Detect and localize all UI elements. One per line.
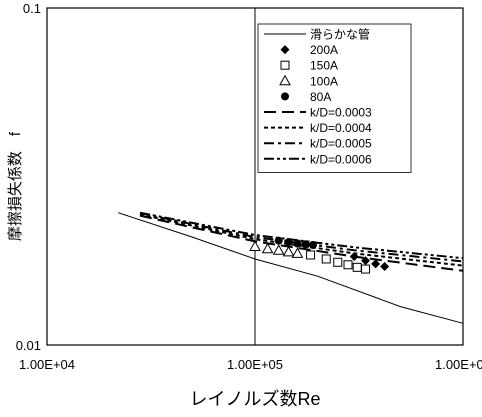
legend-item: k/D=0.0003	[264, 106, 372, 120]
series-滑らかな管	[118, 212, 464, 324]
series-line	[139, 211, 464, 260]
series-k/D=0.0006	[139, 211, 464, 260]
legend-item: k/D=0.0005	[264, 137, 372, 151]
legend-item: 100A	[279, 74, 338, 88]
series-layer	[118, 211, 464, 324]
tick-labels: 1.00E+04 1.00E+05 1.00E+06 0.01 0.1	[16, 1, 482, 372]
y-axis-label: 摩擦損失係数 f	[6, 131, 24, 241]
series-k/D=0.0005	[139, 212, 464, 263]
series-100A	[249, 240, 304, 258]
legend-item: 150A	[280, 59, 338, 73]
data-point	[306, 250, 316, 260]
series-150A	[306, 250, 371, 274]
legend-label: 200A	[310, 43, 338, 57]
data-point	[352, 262, 362, 272]
legend-label: 150A	[310, 59, 338, 73]
data-point	[343, 260, 353, 270]
legend-marker	[279, 74, 291, 86]
legend-label: 100A	[310, 74, 338, 88]
legend-item: 200A	[280, 43, 338, 57]
series-line	[139, 212, 464, 263]
legend-item: 滑らかな管	[264, 27, 370, 42]
legend-item: k/D=0.0006	[264, 152, 372, 166]
x-tick-label: 1.00E+06	[435, 357, 482, 372]
legend-label: 滑らかな管	[310, 27, 370, 42]
legend-marker	[280, 45, 290, 55]
legend-label: 80A	[310, 90, 331, 104]
series-line	[139, 213, 464, 267]
data-point	[361, 264, 371, 274]
x-axis-label: レイノルズ数Re	[189, 389, 320, 409]
legend-label: k/D=0.0005	[310, 137, 372, 151]
data-point	[249, 240, 261, 252]
data-point	[282, 245, 295, 257]
data-point	[291, 247, 304, 258]
data-point	[261, 242, 274, 254]
legend-marker	[280, 60, 290, 70]
legend-label: k/D=0.0006	[310, 152, 372, 166]
y-tick-label: 0.01	[16, 338, 41, 353]
data-point	[380, 261, 390, 271]
series-line	[139, 214, 464, 272]
data-point	[371, 259, 381, 269]
x-tick-label: 1.00E+04	[19, 357, 75, 372]
data-point	[333, 257, 343, 267]
series-k/D=0.0003	[139, 214, 464, 272]
y-tick-label: 0.1	[23, 1, 41, 16]
legend-item: k/D=0.0004	[264, 121, 372, 135]
data-point	[321, 254, 331, 264]
series-k/D=0.0004	[139, 213, 464, 267]
x-tick-label: 1.00E+05	[227, 357, 283, 372]
legend-label: k/D=0.0003	[310, 106, 372, 120]
legend-item: 80A	[281, 90, 331, 104]
legend-label: k/D=0.0004	[310, 121, 372, 135]
legend-marker	[281, 92, 289, 101]
data-point	[272, 244, 285, 255]
series-line	[118, 212, 464, 324]
